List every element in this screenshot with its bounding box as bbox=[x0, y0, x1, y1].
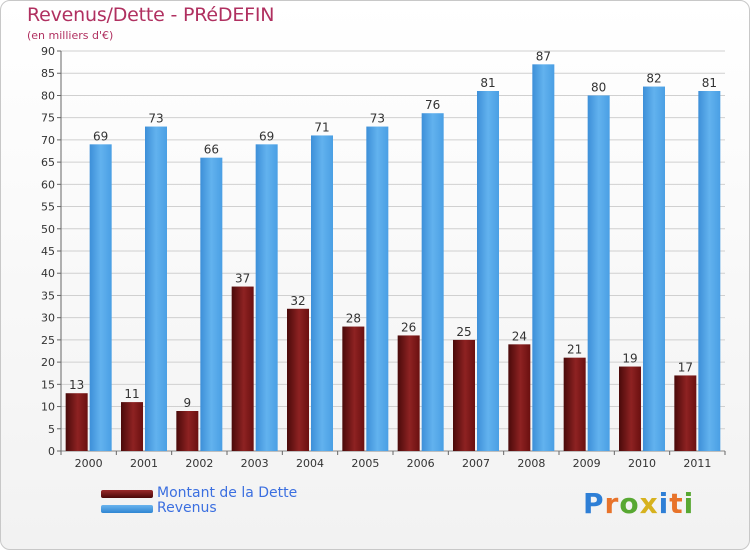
data-label-dette: 26 bbox=[401, 320, 416, 334]
data-label-dette: 17 bbox=[678, 360, 693, 374]
data-label-dette: 32 bbox=[290, 294, 305, 308]
data-label-revenus: 80 bbox=[591, 80, 606, 94]
bar-dette bbox=[342, 326, 365, 451]
bar-revenus bbox=[587, 95, 610, 451]
brand-letter: t bbox=[669, 487, 684, 520]
bar-dette bbox=[674, 375, 697, 451]
x-tick-label: 2004 bbox=[296, 457, 324, 470]
x-tick-label: 2000 bbox=[75, 457, 103, 470]
bar-revenus bbox=[421, 113, 444, 451]
bar-dette bbox=[65, 393, 88, 451]
bar-revenus bbox=[366, 126, 389, 452]
x-tick-label: 2001 bbox=[130, 457, 158, 470]
data-label-dette: 9 bbox=[184, 396, 192, 410]
data-label-dette: 19 bbox=[622, 352, 637, 366]
bar-revenus bbox=[532, 64, 555, 452]
x-tick-label: 2008 bbox=[517, 457, 545, 470]
data-label-revenus: 69 bbox=[93, 129, 108, 143]
bar-dette bbox=[176, 411, 199, 451]
y-tick-label: 90 bbox=[41, 45, 55, 58]
y-tick-label: 0 bbox=[48, 445, 55, 458]
chart-subtitle: (en milliers d'€) bbox=[27, 29, 114, 42]
x-tick-label: 2002 bbox=[185, 457, 213, 470]
y-tick-label: 5 bbox=[48, 423, 55, 436]
data-label-dette: 28 bbox=[346, 312, 361, 326]
data-label-revenus: 73 bbox=[370, 112, 385, 126]
bar-revenus bbox=[200, 157, 223, 451]
x-tick-label: 2006 bbox=[407, 457, 435, 470]
x-tick-label: 2010 bbox=[628, 457, 656, 470]
y-tick-label: 20 bbox=[41, 356, 55, 369]
legend-label-revenus: Revenus bbox=[157, 500, 217, 516]
x-tick-label: 2009 bbox=[573, 457, 601, 470]
x-tick-label: 2011 bbox=[683, 457, 711, 470]
bar-dette bbox=[453, 339, 475, 451]
bar-dette bbox=[563, 357, 586, 451]
bar-revenus bbox=[477, 91, 499, 451]
data-label-dette: 21 bbox=[567, 343, 582, 357]
y-tick-label: 25 bbox=[41, 334, 55, 347]
brand-letter: r bbox=[604, 487, 620, 520]
y-tick-label: 15 bbox=[41, 378, 55, 391]
y-tick-label: 40 bbox=[41, 267, 55, 280]
x-tick-label: 2003 bbox=[241, 457, 269, 470]
y-tick-label: 70 bbox=[41, 134, 55, 147]
bar-dette bbox=[231, 286, 254, 451]
legend-swatch-dette bbox=[101, 490, 153, 498]
y-tick-label: 85 bbox=[41, 67, 55, 80]
y-tick-label: 50 bbox=[41, 223, 55, 236]
data-label-dette: 25 bbox=[456, 325, 471, 339]
y-tick-label: 75 bbox=[41, 112, 55, 125]
bar-dette bbox=[508, 344, 531, 451]
bar-revenus bbox=[643, 86, 665, 452]
y-tick-label: 30 bbox=[41, 312, 55, 325]
brand-letter: o bbox=[619, 487, 640, 520]
data-label-revenus: 73 bbox=[148, 112, 163, 126]
y-tick-label: 65 bbox=[41, 156, 55, 169]
bar-dette bbox=[121, 402, 143, 451]
data-label-revenus: 66 bbox=[204, 143, 219, 157]
data-label-revenus: 82 bbox=[646, 72, 661, 86]
data-label-dette: 13 bbox=[69, 378, 84, 392]
y-tick-label: 10 bbox=[41, 401, 55, 414]
data-label-revenus: 71 bbox=[314, 120, 329, 134]
brand-letter: i bbox=[683, 487, 695, 520]
bar-revenus bbox=[89, 144, 112, 452]
x-tick-label: 2005 bbox=[351, 457, 379, 470]
data-label-revenus: 87 bbox=[536, 49, 551, 63]
bar-revenus bbox=[145, 126, 167, 452]
bar-dette bbox=[619, 366, 641, 451]
data-label-dette: 24 bbox=[512, 329, 527, 343]
y-tick-label: 60 bbox=[41, 178, 55, 191]
legend-swatch-revenus bbox=[101, 505, 153, 513]
y-tick-label: 45 bbox=[41, 245, 55, 258]
data-label-dette: 11 bbox=[124, 387, 139, 401]
bar-dette bbox=[397, 335, 420, 451]
data-label-revenus: 76 bbox=[425, 98, 440, 112]
bar-dette bbox=[287, 308, 309, 451]
data-label-revenus: 81 bbox=[480, 76, 495, 90]
bar-revenus bbox=[698, 91, 721, 451]
proxiti-logo: Proxiti bbox=[583, 487, 694, 520]
brand-letter: P bbox=[583, 487, 605, 520]
data-label-dette: 37 bbox=[235, 272, 250, 286]
bar-revenus bbox=[255, 144, 278, 452]
brand-letter: i bbox=[658, 487, 670, 520]
y-tick-label: 80 bbox=[41, 89, 55, 102]
data-label-revenus: 69 bbox=[259, 129, 274, 143]
brand-letter: x bbox=[639, 487, 659, 520]
x-tick-label: 2007 bbox=[462, 457, 490, 470]
legend-label-dette: Montant de la Dette bbox=[157, 485, 298, 501]
y-tick-label: 55 bbox=[41, 201, 55, 214]
data-label-revenus: 81 bbox=[702, 76, 717, 90]
y-tick-label: 35 bbox=[41, 289, 55, 302]
bar-revenus bbox=[311, 135, 333, 451]
chart-title: Revenus/Dette - PRéDEFIN bbox=[27, 4, 275, 26]
